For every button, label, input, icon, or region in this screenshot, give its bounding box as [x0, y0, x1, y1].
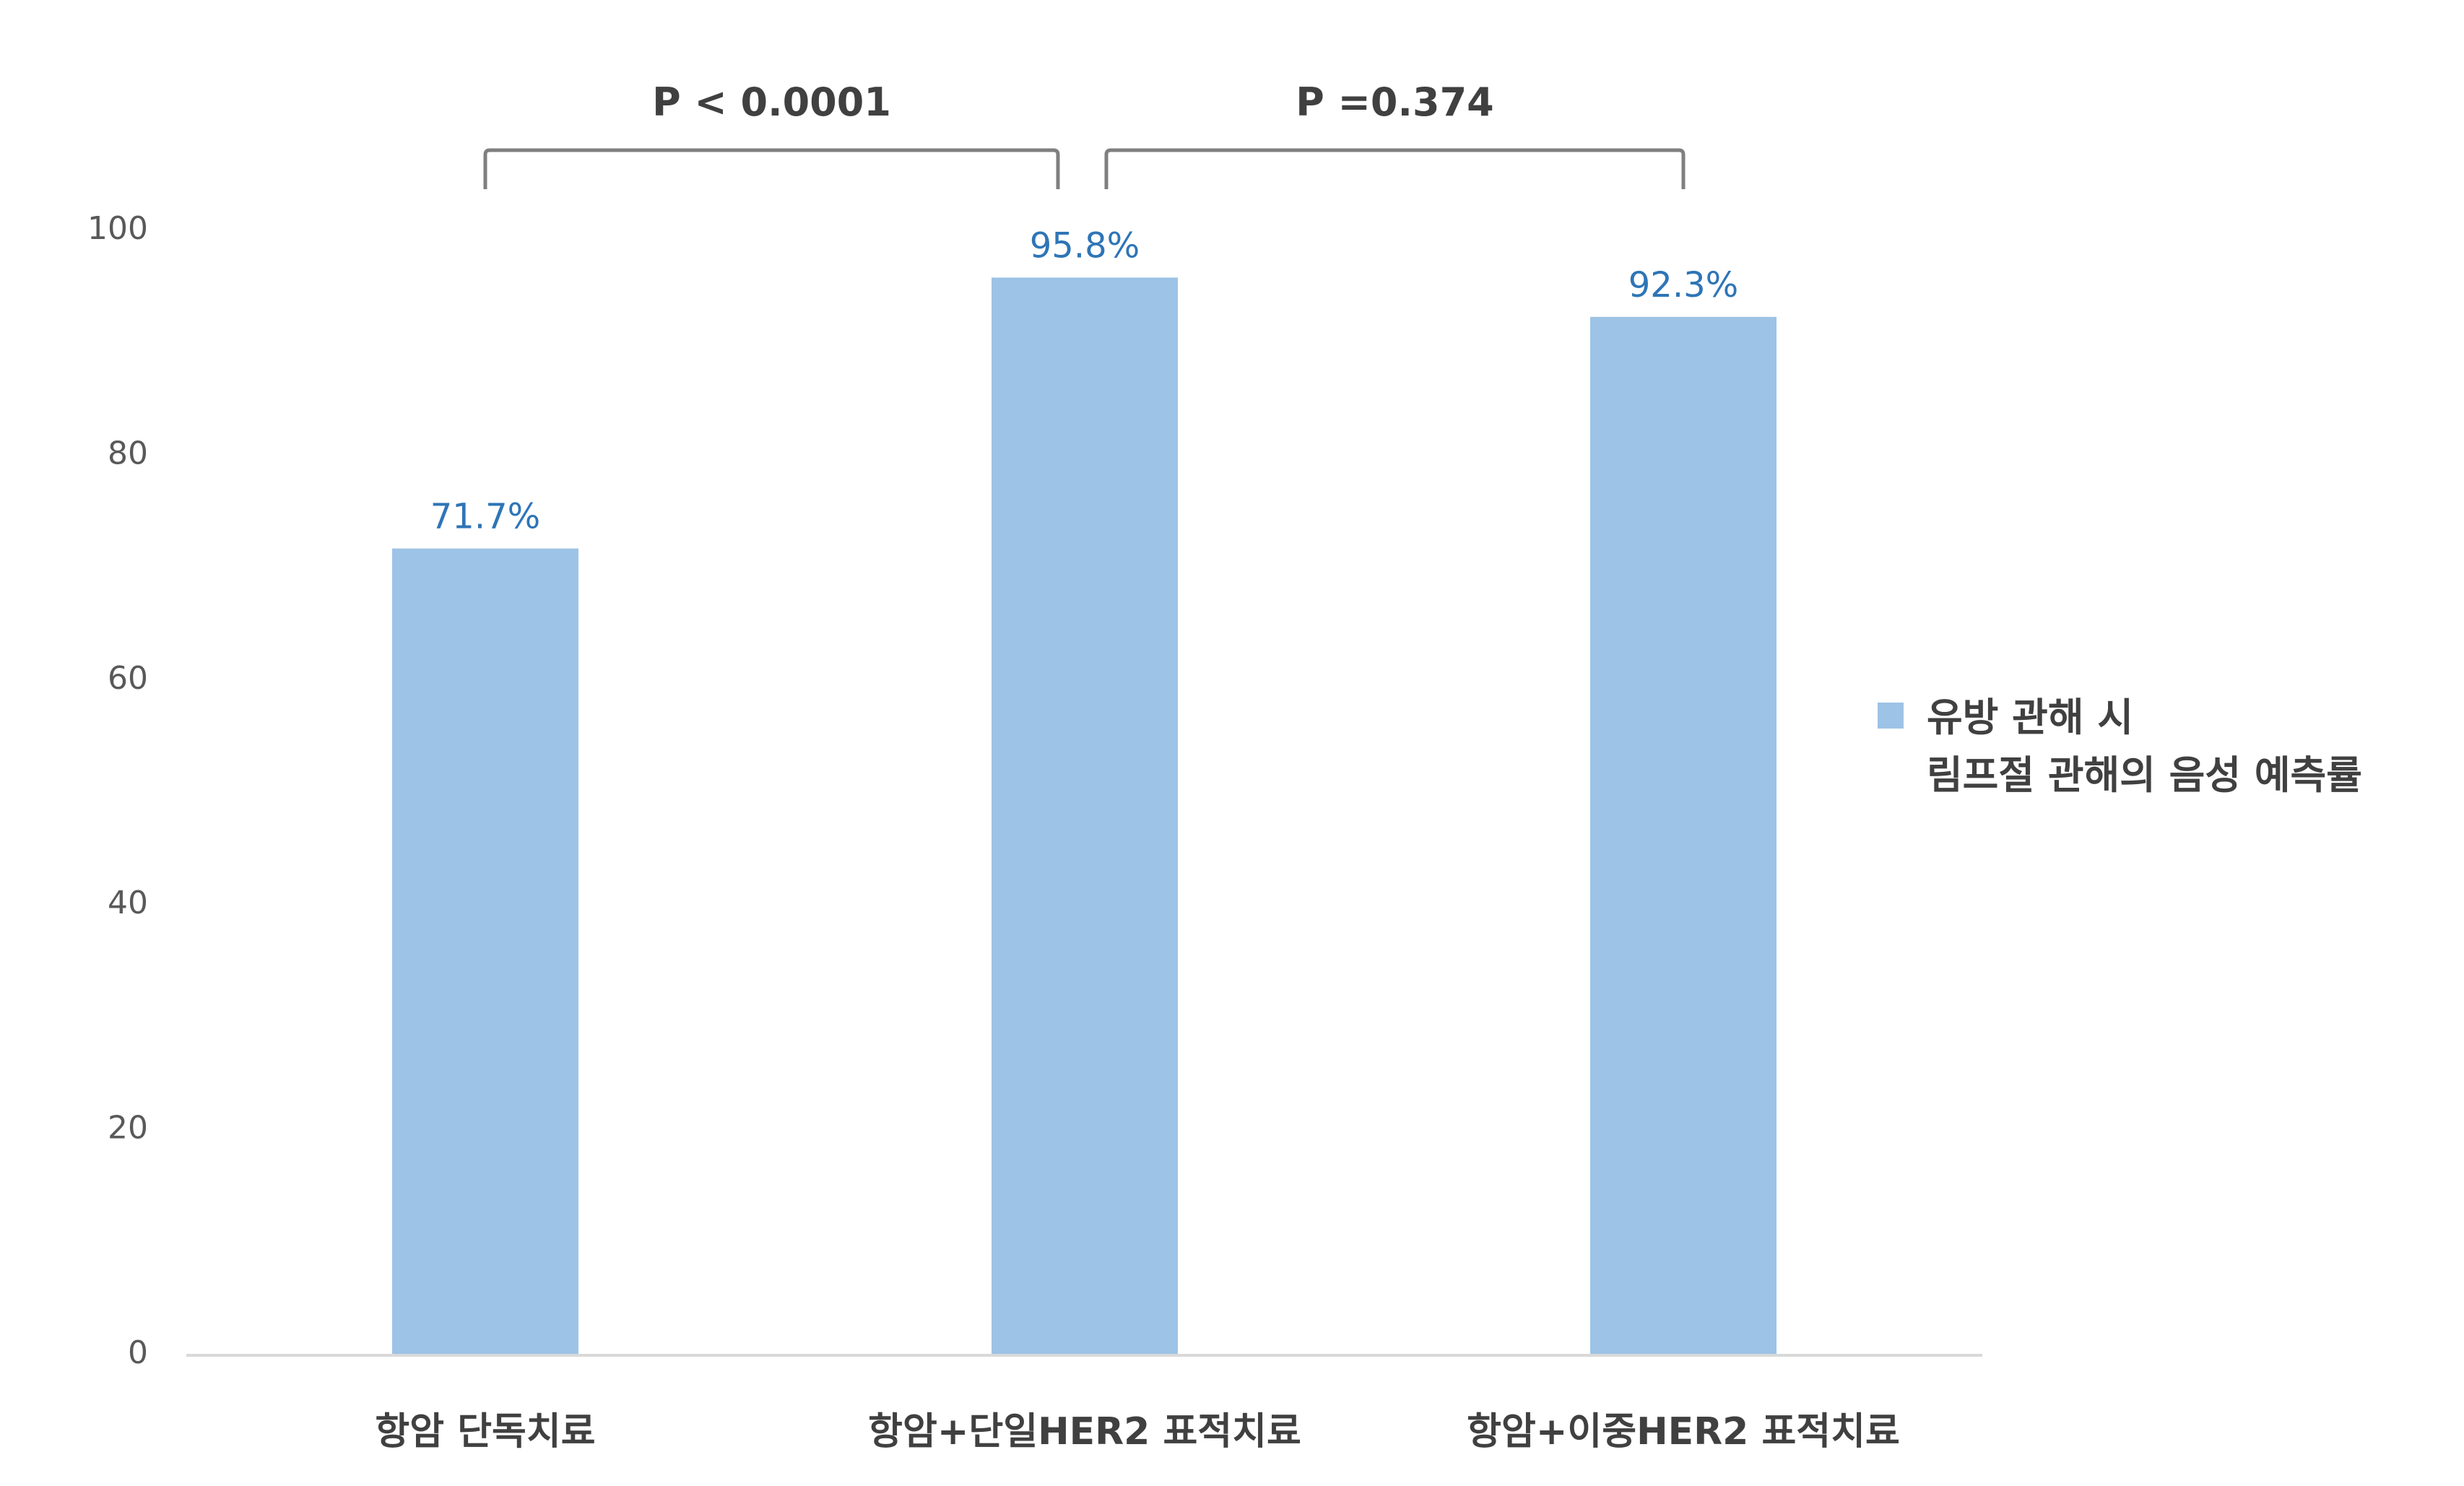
y-tick-label: 40	[108, 885, 148, 921]
y-tick-label: 60	[108, 660, 148, 697]
x-axis: 항암 단독치료 항암+단일HER2 표적치료 항암+이중HER2 표적치료	[375, 1410, 1899, 1454]
bar	[392, 548, 578, 1355]
x-tick-label: 항암+단일HER2 표적치료	[868, 1410, 1301, 1454]
significance-bracket	[1104, 148, 1686, 189]
x-tick-label: 항암 단독치료	[375, 1410, 595, 1454]
data-label: 71.7%	[430, 497, 540, 537]
significance-brackets: P < 0.0001 P =0.374	[483, 79, 1686, 189]
x-tick-label: 항암+이중HER2 표적치료	[1467, 1410, 1900, 1454]
bars	[392, 277, 1777, 1355]
p-value-label: P =0.374	[1296, 79, 1493, 125]
y-tick-label: 100	[87, 210, 148, 247]
y-tick-label: 20	[108, 1110, 148, 1147]
legend-swatch	[1878, 703, 1904, 729]
legend-label-line-2: 림프절 관해의 음성 예측률	[1927, 752, 2362, 798]
legend-label-line-1: 유방 관해 시	[1927, 695, 2133, 740]
data-label: 95.8%	[1030, 225, 1140, 266]
data-labels: 71.7% 95.8% 92.3%	[430, 225, 1738, 536]
y-tick-label: 80	[108, 435, 148, 472]
y-axis: 0 20 40 60 80 100	[87, 210, 148, 1371]
bar	[1590, 316, 1777, 1355]
data-label: 92.3%	[1628, 265, 1738, 305]
y-tick-label: 0	[128, 1334, 148, 1371]
significance-bracket	[483, 148, 1060, 189]
bar	[992, 277, 1178, 1355]
legend: 유방 관해 시 림프절 관해의 음성 예측률	[1878, 695, 2362, 798]
p-value-label: P < 0.0001	[652, 79, 891, 125]
